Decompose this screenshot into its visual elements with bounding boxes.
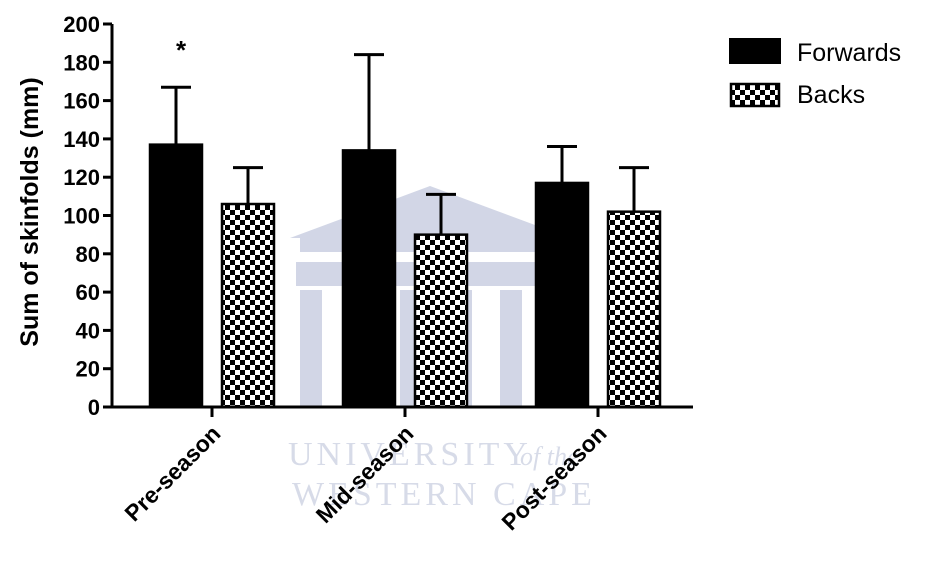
legend: Forwards Backs [729,38,901,109]
bar-forwards-post-season [534,181,590,409]
y-tick-label: 80 [76,242,100,267]
y-tick-label: 40 [76,318,100,343]
bar-backs-pre-season [220,202,276,409]
y-tick-label: 100 [63,204,100,229]
watermark-line-1-suffix: of the [520,442,579,471]
bar-backs-mid-season [413,233,469,409]
watermark-line-1: UNIVERSITY [288,436,532,473]
y-tick-label: 160 [63,89,100,114]
legend-label-forwards: Forwards [797,39,901,67]
y-tick-label: 20 [76,357,100,382]
y-tick-label: 0 [88,395,100,420]
legend-swatch-forwards [729,38,781,64]
x-category-label: Pre-season [119,420,225,526]
bar-forwards-pre-season [148,143,204,409]
legend-label-backs: Backs [797,81,865,109]
y-tick-label: 200 [63,12,100,37]
y-axis-title: Sum of skinfolds (mm) [16,77,44,346]
y-tick-label: 60 [76,280,100,305]
y-tick-label: 180 [63,50,100,75]
y-tick-label: 120 [63,165,100,190]
y-tick-label: 140 [63,127,100,152]
bar-backs-post-season [606,210,662,409]
watermark-line-2: WESTERN CAPE [292,476,596,513]
significance-asterisk: * [176,35,187,65]
bar-forwards-mid-season [341,149,397,409]
legend-swatch-backs [729,82,781,108]
